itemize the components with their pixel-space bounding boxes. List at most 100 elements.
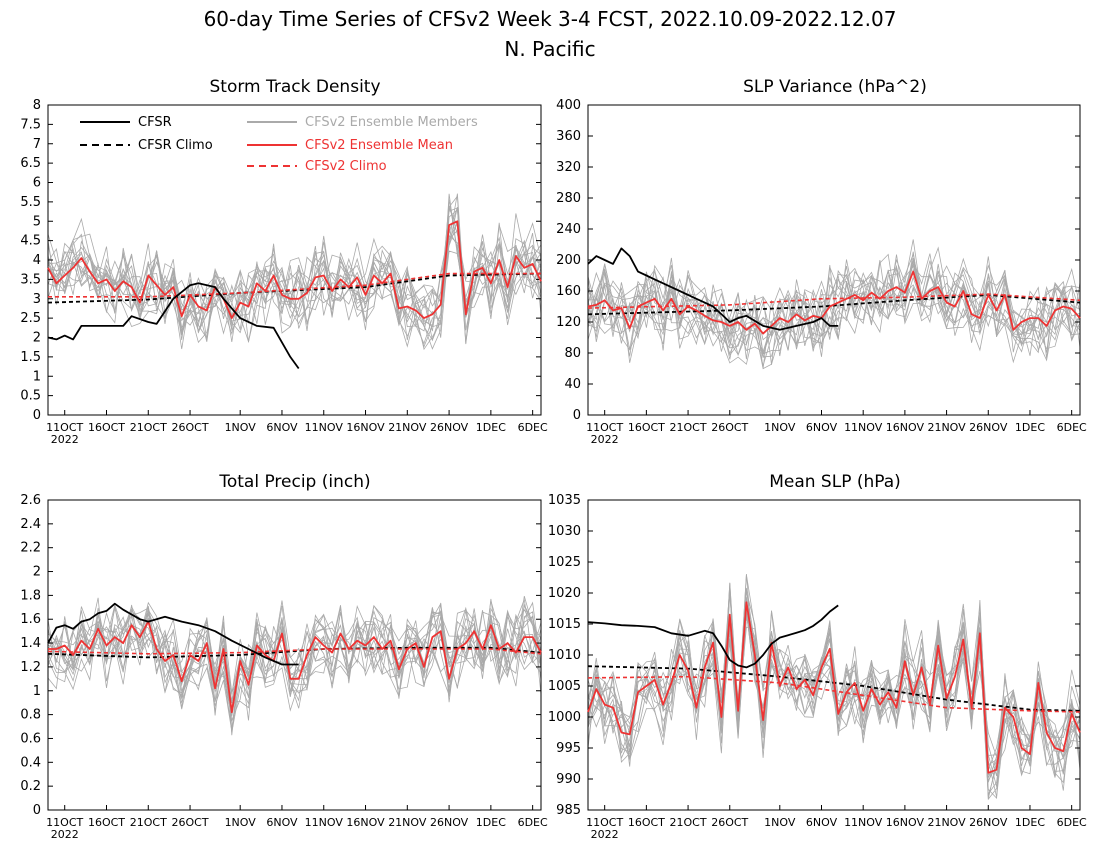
series-line-ens-mean xyxy=(587,270,1081,335)
y-tick-label: 0.8 xyxy=(20,708,41,723)
y-tick-label: 995 xyxy=(556,741,581,756)
y-tick-label: 1 xyxy=(33,684,41,699)
panel-storm-track-density: Storm Track Density 0 0.5 1 1.5 2 2.5 3 3.5 4 4.5… xyxy=(20,77,548,446)
x-tick-label: 26NOV xyxy=(969,421,1008,434)
legend-label-ens-members: CFSv2 Ensemble Members xyxy=(305,115,478,130)
legend: CFSR CFSR Climo CFSv2 Ensemble Members C… xyxy=(80,115,478,174)
y-tick-label: 4 xyxy=(33,253,41,268)
x-tick-label: 6DEC xyxy=(518,816,548,829)
ensemble-member-line xyxy=(47,606,542,709)
y-tick-label: 0 xyxy=(573,408,581,423)
series-line-ens-mean xyxy=(587,601,1081,774)
x-tick-label: 11OCT xyxy=(586,421,623,434)
series-line-cfsr xyxy=(47,602,299,666)
x-tick-label: 26NOV xyxy=(969,816,1008,829)
ensemble-member-line xyxy=(47,611,542,731)
series-line-cfsr xyxy=(47,282,300,370)
series-line-ens-mean xyxy=(47,220,542,320)
x-tick-label: 6DEC xyxy=(1057,816,1087,829)
y-tick-label: 1030 xyxy=(548,524,581,539)
legend-label-ens-mean: CFSv2 Ensemble Mean xyxy=(305,138,453,153)
x-tick-label: 21NOV xyxy=(388,816,427,829)
x-tick-label: 16NOV xyxy=(886,421,925,434)
ensemble-member-line xyxy=(587,257,1081,353)
y-tick-label: 4.5 xyxy=(20,234,41,249)
legend-label-cfsr-climo: CFSR Climo xyxy=(138,138,213,153)
ensemble-member-line xyxy=(47,229,542,341)
x-tick-label: 21OCT xyxy=(130,421,167,434)
x-tick-label: 26OCT xyxy=(711,816,748,829)
x-tick-label: 26OCT xyxy=(711,421,748,434)
panel-mean-slp: Mean SLP (hPa) 985 990 995 1000 1005 1010 1015… xyxy=(548,472,1087,841)
y-tick-label: 240 xyxy=(556,222,581,237)
plot-frame xyxy=(47,499,542,811)
x-tick-label: 16NOV xyxy=(346,816,385,829)
ensemble-member-line xyxy=(587,586,1081,783)
y-tick-label: 1.4 xyxy=(20,636,41,651)
figure-title: 60-day Time Series of CFSv2 Week 3-4 FCS… xyxy=(204,7,897,31)
y-tick-label: 1.6 xyxy=(20,612,41,627)
x-tick-label: 6NOV xyxy=(806,421,838,434)
y-tick-label: 1000 xyxy=(548,710,581,725)
x-year-label: 2022 xyxy=(591,433,619,446)
x-tick-label: 1DEC xyxy=(1015,421,1045,434)
x-tick-label: 11OCT xyxy=(46,816,83,829)
y-tick-label: 6.5 xyxy=(20,156,41,171)
y-tick-label: 280 xyxy=(556,191,581,206)
x-year-label: 2022 xyxy=(51,433,79,446)
y-tick-label: 40 xyxy=(564,377,581,392)
series-line-cfsr-climo xyxy=(587,665,1081,712)
ensemble-member-line xyxy=(47,217,542,345)
ensemble-member-line xyxy=(47,195,542,348)
y-tick-label: 3 xyxy=(33,292,41,307)
y-tick-label: 80 xyxy=(564,346,581,361)
x-tick-label: 1NOV xyxy=(764,816,796,829)
legend-label-cfsr: CFSR xyxy=(138,115,172,130)
figure-subtitle: N. Pacific xyxy=(504,37,595,61)
x-tick-label: 1NOV xyxy=(764,421,796,434)
ensemble-member-line xyxy=(587,251,1081,363)
y-tick-label: 2.5 xyxy=(20,311,41,326)
x-tick-label: 16OCT xyxy=(88,421,125,434)
x-tick-label: 26OCT xyxy=(172,816,209,829)
y-tick-label: 990 xyxy=(556,772,581,787)
y-tick-label: 360 xyxy=(556,129,581,144)
panel-title-total-precip: Total Precip (inch) xyxy=(218,472,370,492)
x-tick-label: 11NOV xyxy=(844,421,883,434)
series-line-cfsv2-climo xyxy=(47,648,542,655)
y-tick-label: 1 xyxy=(33,369,41,384)
y-tick-label: 2.2 xyxy=(20,541,41,556)
x-tick-label: 6DEC xyxy=(1057,421,1087,434)
x-tick-label: 16OCT xyxy=(628,421,665,434)
ensemble-member-line xyxy=(587,263,1081,356)
y-tick-label: 5.5 xyxy=(20,195,41,210)
x-tick-label: 16OCT xyxy=(88,816,125,829)
x-tick-label: 16NOV xyxy=(886,816,925,829)
panel-total-precip: Total Precip (inch) 0 0.2 0.4 0.6 0.8 1 1.2 1.4… xyxy=(20,472,548,841)
x-tick-label: 6NOV xyxy=(266,421,298,434)
ensemble-member-line xyxy=(47,601,542,733)
y-tick-label: 400 xyxy=(556,98,581,113)
ensemble-member-line xyxy=(47,199,542,329)
panel-title-storm-track: Storm Track Density xyxy=(209,77,380,97)
y-tick-label: 1015 xyxy=(548,617,581,632)
y-tick-label: 7 xyxy=(33,137,41,152)
x-tick-label: 16OCT xyxy=(628,816,665,829)
ensemble-member-line xyxy=(47,604,542,714)
y-tick-label: 160 xyxy=(556,284,581,299)
x-tick-label: 11NOV xyxy=(305,421,344,434)
series-line-cfsv2-climo xyxy=(587,675,1081,713)
y-tick-label: 0.6 xyxy=(20,731,41,746)
y-tick-label: 1010 xyxy=(548,648,581,663)
y-tick-label: 2 xyxy=(33,331,41,346)
x-year-label: 2022 xyxy=(51,828,79,841)
y-tick-label: 985 xyxy=(556,803,581,818)
y-tick-label: 2.4 xyxy=(20,517,41,532)
y-tick-label: 200 xyxy=(556,253,581,268)
y-tick-label: 6 xyxy=(33,176,41,191)
series-line-cfsr xyxy=(587,247,839,331)
x-tick-label: 1DEC xyxy=(476,421,506,434)
x-tick-label: 11OCT xyxy=(46,421,83,434)
y-tick-label: 0.5 xyxy=(20,389,41,404)
